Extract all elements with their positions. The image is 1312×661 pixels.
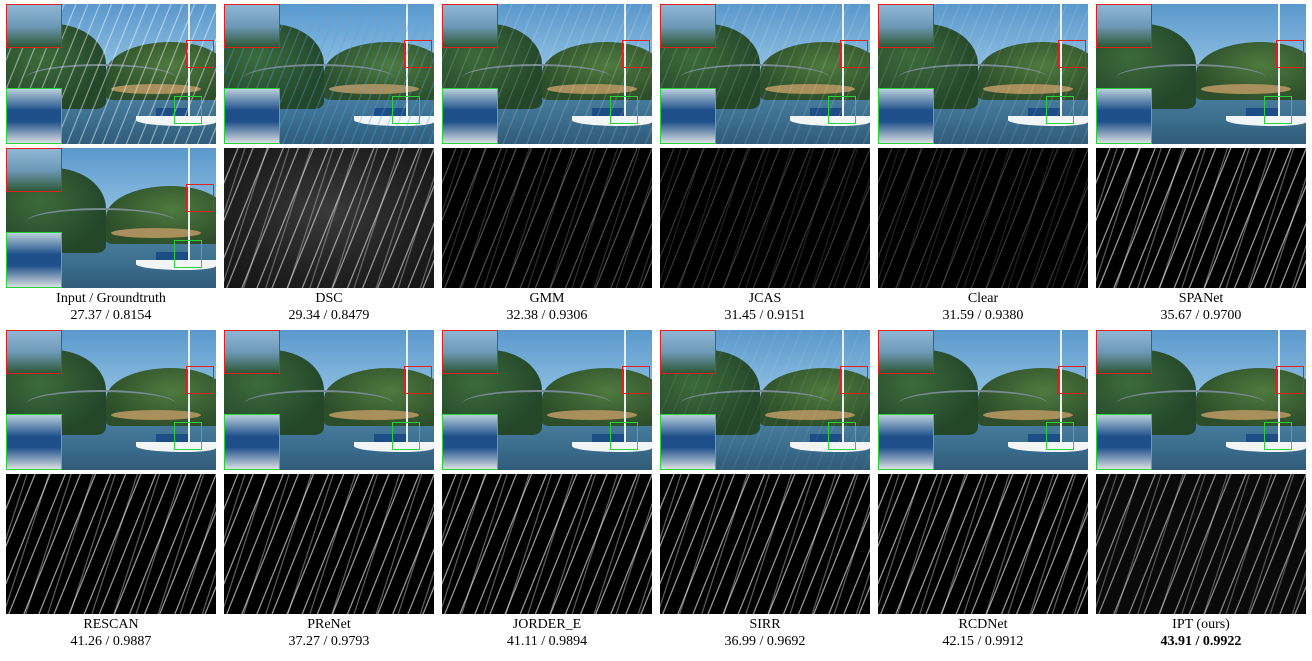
- gmm-rain-map: [442, 148, 652, 288]
- dsc-result-image: [224, 4, 434, 144]
- rcdnet-result-image: [878, 330, 1088, 470]
- caption-jorder-e: JORDER_E 41.11 / 0.9894: [506, 617, 588, 649]
- jorder-e-result-image: [442, 330, 652, 470]
- jcas-result-image: [660, 4, 870, 144]
- rescan-result-image: [6, 330, 216, 470]
- zoom-inset-red: [6, 4, 62, 48]
- sirr-result-image: [660, 330, 870, 470]
- ipt-rain-map: [1096, 474, 1306, 614]
- caption-rcdnet: RCDNet 42.15 / 0.9912: [942, 617, 1024, 649]
- top-scene-row: [6, 4, 1308, 144]
- zoom-box-green: [174, 96, 202, 124]
- groundtruth-image: [6, 148, 216, 288]
- caption-jcas: JCAS 31.45 / 0.9151: [724, 291, 806, 323]
- spanet-result-image: [1096, 4, 1306, 144]
- caption-dsc: DSC 29.34 / 0.8479: [288, 291, 370, 323]
- bottom-captions: RESCAN 41.26 / 0.9887 PReNet 37.27 / 0.979…: [6, 616, 1308, 650]
- clear-rain-map: [878, 148, 1088, 288]
- jorder-e-rain-map: [442, 474, 652, 614]
- caption-prenet: PReNet 37.27 / 0.9793: [288, 617, 370, 649]
- prenet-result-image: [224, 330, 434, 470]
- rescan-rain-map: [6, 474, 216, 614]
- ipt-result-image: [1096, 330, 1306, 470]
- gmm-result-image: [442, 4, 652, 144]
- bottom-block: RESCAN 41.26 / 0.9887 PReNet 37.27 / 0.979…: [6, 330, 1308, 650]
- caption-ipt: IPT (ours) 43.91 / 0.9922: [1160, 617, 1242, 649]
- bottom-map-row: [6, 474, 1308, 614]
- zoom-box-red: [186, 40, 214, 68]
- prenet-rain-map: [224, 474, 434, 614]
- spanet-rain-map: [1096, 148, 1306, 288]
- caption-rescan: RESCAN 41.26 / 0.9887: [70, 617, 152, 649]
- zoom-inset-green: [6, 88, 62, 144]
- input-image: [6, 4, 216, 144]
- bottom-scene-row: [6, 330, 1308, 470]
- caption-clear: Clear 31.59 / 0.9380: [942, 291, 1024, 323]
- top-captions: Input / Groundtruth 27.37 / 0.8154 DSC 29.…: [6, 290, 1308, 324]
- dsc-rain-map: [224, 148, 434, 288]
- jcas-rain-map: [660, 148, 870, 288]
- clear-result-image: [878, 4, 1088, 144]
- rcdnet-rain-map: [878, 474, 1088, 614]
- caption-sirr: SIRR 36.99 / 0.9692: [724, 617, 806, 649]
- caption-input: Input / Groundtruth 27.37 / 0.8154: [56, 291, 166, 323]
- top-map-row: [6, 148, 1308, 288]
- sirr-rain-map: [660, 474, 870, 614]
- caption-gmm: GMM 32.38 / 0.9306: [506, 291, 588, 323]
- caption-spanet: SPANet 35.67 / 0.9700: [1160, 291, 1242, 323]
- top-block: Input / Groundtruth 27.37 / 0.8154 DSC 29.…: [6, 4, 1308, 324]
